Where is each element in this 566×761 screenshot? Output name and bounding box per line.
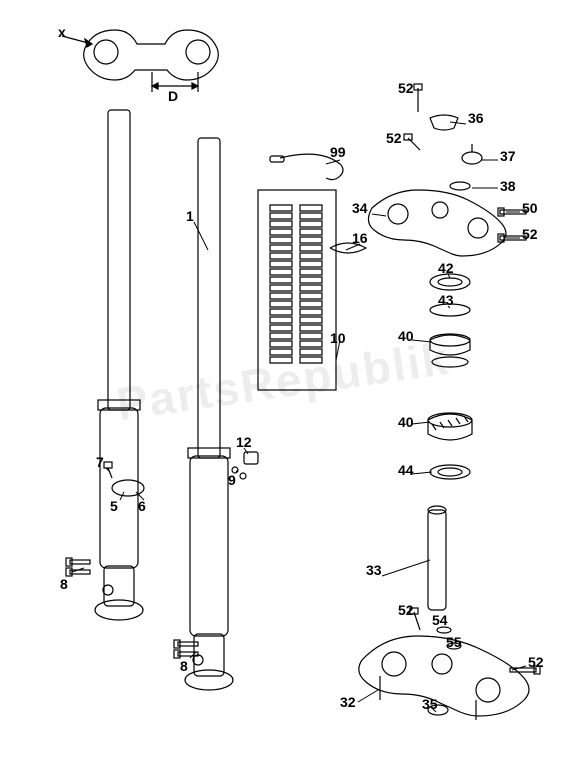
callout-40b: 40 xyxy=(398,414,414,430)
top-clamp-plan-view xyxy=(62,30,218,92)
callout-8b: 8 xyxy=(180,658,188,674)
callout-42: 42 xyxy=(438,260,454,276)
callout-38: 38 xyxy=(500,178,516,194)
steering-stem xyxy=(428,506,446,610)
leader-lines xyxy=(72,122,526,712)
callout-55: 55 xyxy=(446,634,462,650)
callout-1: 1 xyxy=(186,208,194,224)
callout-9: 9 xyxy=(228,472,236,488)
callout-44: 44 xyxy=(398,462,414,478)
callout-54: 54 xyxy=(432,612,448,628)
callout-33: 33 xyxy=(366,562,382,578)
callout-7: 7 xyxy=(96,454,104,470)
callout-8a: 8 xyxy=(60,576,68,592)
callout-50: 50 xyxy=(522,200,538,216)
callout-32: 32 xyxy=(340,694,356,710)
callout-36: 36 xyxy=(468,110,484,126)
callout-10: 10 xyxy=(330,330,346,346)
callout-12: 12 xyxy=(236,434,252,450)
callout-6: 6 xyxy=(138,498,146,514)
callout-52d: 52 xyxy=(398,602,414,618)
callout-5: 5 xyxy=(110,498,118,514)
dim-x-label: x xyxy=(58,24,66,40)
lower-triple-clamp xyxy=(359,608,540,720)
callout-37: 37 xyxy=(500,148,516,164)
callout-52c: 52 xyxy=(522,226,538,242)
callout-52a: 52 xyxy=(398,80,414,96)
callout-43: 43 xyxy=(438,292,454,308)
callout-16: 16 xyxy=(352,230,368,246)
callout-52b: 52 xyxy=(386,130,402,146)
callout-99: 99 xyxy=(330,144,346,160)
callout-40a: 40 xyxy=(398,328,414,344)
callout-52e: 52 xyxy=(528,654,544,670)
callout-35: 35 xyxy=(422,696,438,712)
upper-triple-clamp xyxy=(368,84,526,256)
dim-D-label: D xyxy=(168,88,178,104)
fork-legs xyxy=(95,110,233,690)
bolts-8-left xyxy=(66,558,90,576)
callout-34: 34 xyxy=(352,200,368,216)
fork-boots-box xyxy=(258,190,336,390)
